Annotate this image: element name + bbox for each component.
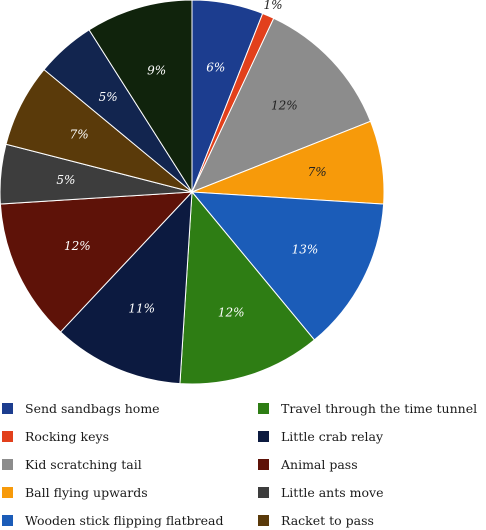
legend-item: Rocking keys — [2, 426, 109, 446]
legend-item: Racket to pass — [258, 510, 374, 530]
legend-label: Travel through the time tunnel — [281, 400, 478, 416]
legend-swatch — [2, 402, 13, 414]
legend-label: Wooden stick flipping flatbread — [25, 512, 224, 528]
legend-item: Wooden stick flipping flatbread — [2, 510, 223, 530]
legend-swatch — [258, 514, 269, 526]
legend-swatch — [258, 402, 269, 414]
pie-slice — [0, 191, 194, 333]
slice-percent-label: 5% — [56, 173, 75, 187]
pie-slice — [191, 17, 372, 193]
legend-swatch — [258, 430, 269, 442]
legend-item: Little crab relay — [258, 426, 383, 446]
slice-percent-label: 9% — [147, 63, 166, 77]
legend-item: Animal pass — [258, 454, 358, 474]
slice-percent-label: 13% — [292, 243, 319, 257]
slice-percent-label: 1% — [263, 0, 282, 12]
legend: Send sandbags home Rocking keys Kid scratc… — [0, 396, 486, 530]
legend-swatch — [258, 486, 269, 498]
slice-percent-label: 6% — [206, 61, 225, 75]
legend-label: Little crab relay — [281, 428, 384, 444]
slice-percent-label: 12% — [218, 306, 245, 320]
legend-swatch — [2, 458, 13, 470]
pie-slice — [179, 190, 316, 385]
legend-item: Ball flying upwards — [2, 482, 148, 502]
legend-swatch — [2, 430, 13, 442]
legend-label: Animal pass — [281, 456, 358, 472]
legend-label: Send sandbags home — [25, 400, 160, 416]
legend-swatch — [2, 514, 13, 526]
legend-label: Ball flying upwards — [25, 484, 148, 500]
slice-percent-label: 5% — [99, 90, 118, 104]
pie-chart: 6% 1% 12% 7% 13% 12% 11% 12% 5% 7% 5% 9% — [0, 0, 385, 385]
slice-percent-label: 7% — [70, 127, 89, 141]
legend-label: Racket to pass — [281, 512, 374, 528]
legend-item: Send sandbags home — [2, 398, 160, 418]
legend-swatch — [258, 458, 269, 470]
slice-percent-label: 12% — [271, 98, 298, 112]
legend-label: Little ants move — [281, 484, 384, 500]
pie-slice — [59, 190, 193, 385]
legend-item: Kid scratching tail — [2, 454, 142, 474]
legend-label: Kid scratching tail — [25, 456, 142, 472]
legend-swatch — [2, 486, 13, 498]
pie-slice — [190, 191, 385, 341]
legend-item: Travel through the time tunnel — [258, 398, 477, 418]
legend-item: Little ants move — [258, 482, 383, 502]
slice-percent-label: 12% — [64, 239, 91, 253]
slice-percent-label: 7% — [308, 165, 327, 179]
slice-percent-label: 11% — [128, 301, 155, 315]
legend-label: Rocking keys — [25, 428, 109, 444]
pie-slice — [88, 0, 193, 194]
